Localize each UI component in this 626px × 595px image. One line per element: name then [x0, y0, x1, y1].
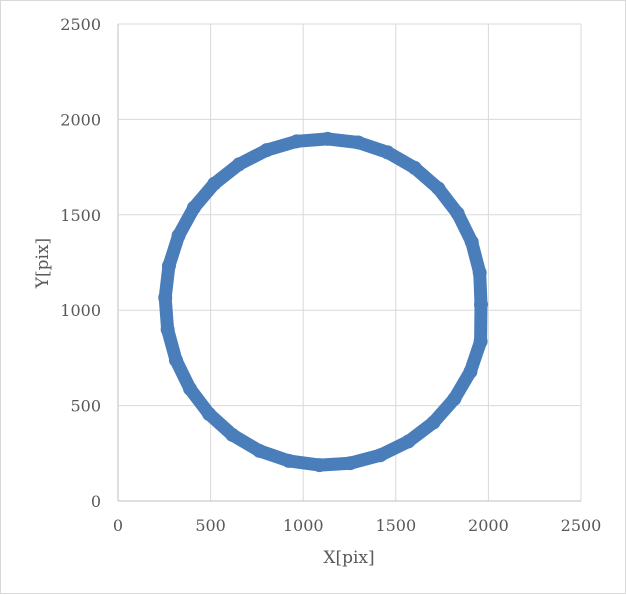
y-tick-label: 2500 — [60, 15, 101, 34]
data-point — [160, 322, 175, 337]
y-tick-label: 1000 — [60, 301, 101, 320]
data-point — [158, 290, 173, 305]
data-point — [447, 391, 462, 406]
x-tick-label: 2500 — [561, 516, 602, 535]
x-tick-label: 0 — [113, 516, 123, 535]
data-point — [281, 453, 296, 468]
data-point — [231, 157, 246, 172]
data-points — [158, 131, 488, 473]
data-point — [320, 131, 335, 146]
data-point — [380, 145, 395, 160]
data-point — [202, 406, 217, 421]
data-point — [186, 200, 201, 215]
data-point — [259, 143, 274, 158]
y-tick-label: 2000 — [60, 110, 101, 129]
data-point — [207, 176, 222, 191]
data-point — [161, 258, 176, 273]
x-axis-title: X[pix] — [323, 548, 374, 568]
data-point — [473, 297, 488, 312]
x-tick-label: 1500 — [375, 516, 416, 535]
data-point — [171, 228, 186, 243]
data-point — [225, 427, 240, 442]
x-tick-label: 2000 — [468, 516, 509, 535]
data-point — [289, 134, 304, 149]
data-point — [183, 381, 198, 396]
data-point — [401, 434, 416, 449]
data-point — [168, 353, 183, 368]
x-tick-label: 500 — [195, 516, 226, 535]
x-tick-label: 1000 — [283, 516, 324, 535]
data-point — [464, 234, 479, 249]
data-point — [473, 334, 488, 349]
tick-labels: 0 500 1000 1500 2000 2500 0 500 1000 1500 2000 2500 — [60, 15, 601, 535]
data-point — [343, 456, 358, 471]
data-point — [407, 160, 422, 175]
y-tick-label: 1500 — [60, 206, 101, 225]
y-axis-title: Y[pix] — [33, 238, 53, 289]
data-point — [463, 364, 478, 379]
y-tick-label: 500 — [70, 397, 101, 416]
data-point — [312, 458, 327, 473]
y-tick-label: 0 — [91, 492, 101, 511]
data-point — [252, 443, 267, 458]
data-point — [373, 448, 388, 463]
data-point — [450, 206, 465, 221]
gridlines — [117, 23, 582, 502]
data-point — [431, 181, 446, 196]
data-point — [426, 415, 441, 430]
data-point — [472, 265, 487, 280]
data-point — [351, 135, 366, 150]
